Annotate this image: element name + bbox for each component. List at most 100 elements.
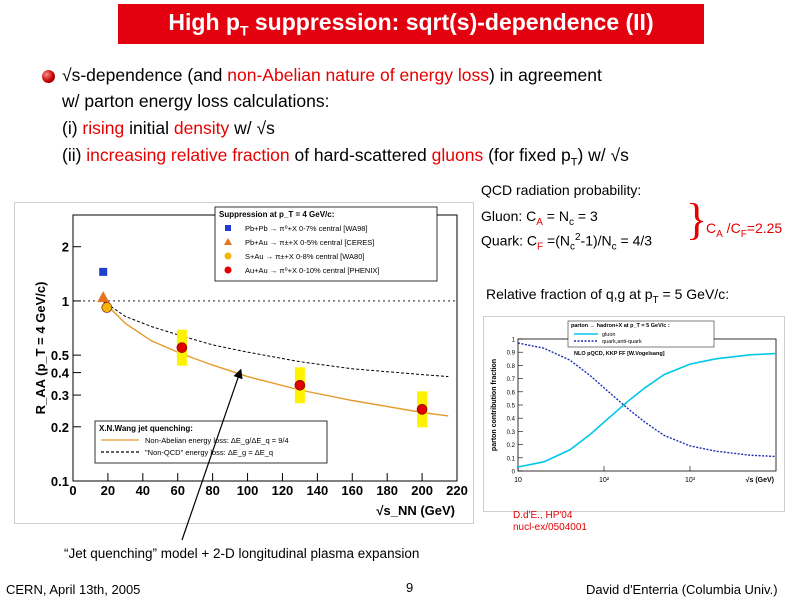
quark-c: -1)/N bbox=[580, 232, 612, 249]
bullet-l1-b: ) in agreement bbox=[488, 65, 602, 85]
data-point-wa98 bbox=[99, 267, 108, 276]
gluon-sub2: c bbox=[569, 216, 574, 228]
legend-entry: Pb+Au → π±+X 0-5% central [CERES] bbox=[245, 238, 374, 247]
x-tick-label: 140 bbox=[307, 483, 329, 498]
bullet-l4-red2: gluons bbox=[431, 145, 484, 165]
y-tick-label: 0.3 bbox=[507, 430, 516, 436]
citation-1: D.d'E., HP'04 bbox=[513, 510, 573, 521]
bullet-l3-red1: rising bbox=[82, 118, 125, 138]
bullet-l1-a: s-dependence (and bbox=[71, 65, 228, 85]
legend-box bbox=[214, 206, 438, 282]
annotation: NLO pQCD, KKP FF [W.Vogelsang] bbox=[574, 351, 665, 357]
bullet-line-2: w/ parton energy loss calculations: bbox=[62, 91, 330, 111]
x-tick-label: 10 bbox=[514, 477, 522, 484]
bullet-icon bbox=[42, 70, 55, 83]
gluon-sub: A bbox=[536, 216, 543, 228]
x-tick-label: 160 bbox=[341, 483, 363, 498]
title-subscript: T bbox=[239, 22, 249, 39]
bullet-line-1: √s-dependence (and non-Abelian nature of… bbox=[62, 64, 602, 86]
ratio-b: /C bbox=[722, 220, 741, 236]
bullet-l3-red2: density bbox=[173, 118, 230, 138]
y-tick-label: 0.8 bbox=[507, 364, 516, 370]
y-tick-label: 0.2 bbox=[507, 443, 516, 449]
bullet-l3-b: initial bbox=[124, 118, 174, 138]
legend-title: parton → hadron+X at p_T = 5 GeV/c : bbox=[571, 323, 670, 329]
gluon-b: = N bbox=[542, 208, 569, 224]
sqrt-symbol: √ bbox=[62, 65, 72, 85]
citation-2: nucl-ex/0504001 bbox=[513, 522, 587, 533]
relative-sub: T bbox=[652, 294, 659, 306]
y-axis-label: parton contribution fraction bbox=[491, 359, 498, 451]
gluon-a: Gluon: C bbox=[481, 208, 537, 224]
bullet-l4-red1: increasing relative fraction bbox=[86, 145, 290, 165]
legend-entry: gluon bbox=[602, 332, 615, 338]
legend-entry: Au+Au → π⁰+X 0-10% central [PHENIX] bbox=[245, 266, 380, 275]
y-tick-label: 0 bbox=[512, 470, 516, 476]
legend-entry: Pb+Pb → π⁰+X 0-7% central [WA98] bbox=[245, 224, 368, 233]
data-point-phenix bbox=[294, 379, 306, 391]
y-tick-label: 0.6 bbox=[507, 390, 516, 396]
footer-date: CERN, April 13th, 2005 bbox=[6, 582, 141, 597]
quark-sub: F bbox=[537, 241, 544, 253]
bullet-l4-c: (for fixed p bbox=[483, 145, 571, 165]
relative-a: Relative fraction of q,g at p bbox=[486, 286, 653, 302]
legend-marker-circle bbox=[224, 252, 232, 260]
qcd-heading: QCD radiation probability: bbox=[481, 182, 642, 198]
x-tick-label: 0 bbox=[69, 483, 76, 498]
y-tick-label: 0.5 bbox=[51, 348, 69, 363]
y-tick-label: 1 bbox=[62, 294, 69, 309]
x-tick-label: 10³ bbox=[685, 477, 696, 484]
ratio-sub1: A bbox=[716, 228, 723, 240]
x-tick-label: 220 bbox=[446, 483, 468, 498]
y-tick-label: 0.9 bbox=[507, 351, 516, 357]
arrow-line bbox=[181, 368, 243, 541]
ratio-c: =2.25 bbox=[746, 220, 783, 236]
quark-a: Quark: C bbox=[481, 232, 538, 249]
bullet-l4-a: (ii) bbox=[62, 145, 87, 165]
model-legend-entry: "Non-QCD" energy loss: ΔE_g = ΔE_q bbox=[145, 448, 273, 457]
legend-entry: quark,anti-quark bbox=[602, 339, 642, 345]
bullet-line-3: (i) rising initial density w/ √s bbox=[62, 117, 275, 139]
model-caption: “Jet quenching” model + 2-D longitudinal… bbox=[64, 546, 420, 561]
x-tick-label: 200 bbox=[411, 483, 433, 498]
ratio-a: C bbox=[706, 220, 717, 236]
y-tick-label: 0.1 bbox=[507, 456, 516, 462]
curly-brace-icon: } bbox=[686, 195, 708, 244]
model-curve-non-abelian bbox=[102, 300, 449, 417]
y-tick-label: 2 bbox=[62, 240, 69, 255]
x-tick-label: 60 bbox=[170, 483, 184, 498]
series-quark bbox=[517, 342, 777, 458]
bullet-l3-c: w/ √s bbox=[229, 118, 275, 138]
quark-sub2: c bbox=[569, 241, 575, 253]
bullet-l4-sub: T bbox=[570, 156, 578, 169]
quark-sub3: c bbox=[611, 241, 617, 253]
x-tick-label: 120 bbox=[272, 483, 294, 498]
quark-b: =(N bbox=[543, 232, 570, 249]
legend-title: Suppression at p_T = 4 GeV/c: bbox=[219, 210, 334, 219]
relative-b: = 5 GeV/c: bbox=[658, 286, 730, 302]
y-tick-label: 0.4 bbox=[507, 417, 516, 423]
parton-fraction-panel: 0 0.1 0.2 0.3 0.4 0.5 0.6 0.7 0.8 0.9 1 10 10² 10³ par… bbox=[483, 316, 785, 512]
y-tick-label: 0.2 bbox=[51, 420, 69, 435]
bullet-line-4: (ii) increasing relative fraction of har… bbox=[62, 144, 629, 174]
data-point-phenix bbox=[176, 342, 188, 353]
qcd-quark: Quark: CF =(Nc2-1)/Nc = 4/3 bbox=[481, 232, 652, 252]
x-axis-label: √s_NN (GeV) bbox=[376, 503, 455, 518]
page-number: 9 bbox=[406, 580, 414, 595]
model-curve-non-qcd bbox=[102, 300, 449, 378]
title-text-a: High p bbox=[168, 9, 240, 36]
footer-author: David d'Enterria (Columbia Univ.) bbox=[586, 582, 778, 597]
bullet-l1-red: non-Abelian nature of energy loss bbox=[227, 65, 489, 85]
relative-fraction-label: Relative fraction of q,g at pT = 5 GeV/c… bbox=[486, 286, 729, 306]
gluon-c: = 3 bbox=[574, 208, 598, 224]
series-gluon bbox=[517, 352, 777, 468]
legend-entry: S+Au → π±+X 0-8% central [WA80] bbox=[245, 252, 364, 261]
bullet-l4-b: of hard-scattered bbox=[289, 145, 432, 165]
quark-sup: 2 bbox=[574, 232, 581, 243]
color-factor-ratio: CA /CF=2.25 bbox=[706, 220, 782, 240]
slide-title: High pT suppression: sqrt(s)-dependence … bbox=[168, 9, 653, 39]
slide-title-bar: High pT suppression: sqrt(s)-dependence … bbox=[118, 4, 704, 44]
legend-marker-square bbox=[225, 225, 231, 231]
raa-plot: 0 20 40 60 80 100 120 140 160 180 200 220 0.1 0.2 0.3 0… bbox=[33, 206, 468, 518]
